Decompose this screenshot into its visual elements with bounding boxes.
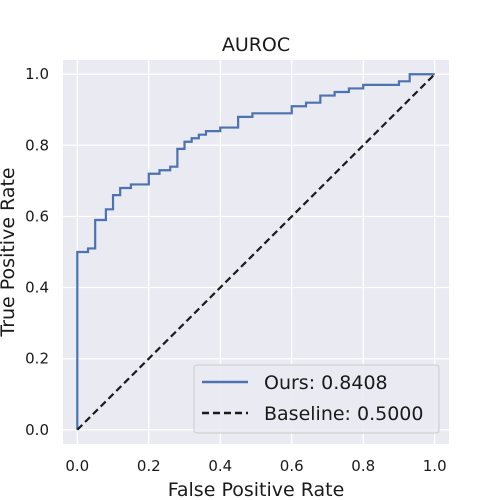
x-axis-title: False Positive Rate: [168, 479, 345, 500]
x-tick-label: 1.0: [423, 457, 447, 475]
legend-label-baseline: Baseline: 0.5000: [264, 403, 423, 425]
x-tick-label: 0.6: [280, 457, 304, 475]
y-tick-label: 0.8: [25, 136, 49, 154]
legend-box: [193, 364, 440, 434]
x-tick-label: 0.2: [137, 457, 161, 475]
x-tick-label: 0.0: [65, 457, 89, 475]
axis-ticks: 0.0 0.2 0.4 0.6 0.8 1.0 0.0 0.2 0.4 0.6 0.8 1.0: [25, 65, 446, 475]
legend: Ours: 0.8408 Baseline: 0.5000: [193, 364, 440, 434]
chart-title: AUROC: [222, 34, 290, 56]
y-tick-label: 0.4: [25, 279, 49, 297]
series-layer: [76, 73, 436, 431]
y-tick-label: 1.0: [25, 65, 49, 83]
legend-label-ours: Ours: 0.8408: [264, 372, 388, 394]
roc-curve-ours: [76, 73, 435, 430]
x-tick-label: 0.8: [351, 457, 375, 475]
y-axis-title: True Positive Rate: [0, 167, 19, 337]
roc-curve-baseline: [76, 73, 436, 431]
y-tick-label: 0.2: [25, 350, 49, 368]
y-tick-label: 0.6: [25, 207, 49, 225]
x-tick-label: 0.4: [208, 457, 232, 475]
y-tick-label: 0.0: [25, 421, 49, 439]
grid: [63, 60, 449, 444]
